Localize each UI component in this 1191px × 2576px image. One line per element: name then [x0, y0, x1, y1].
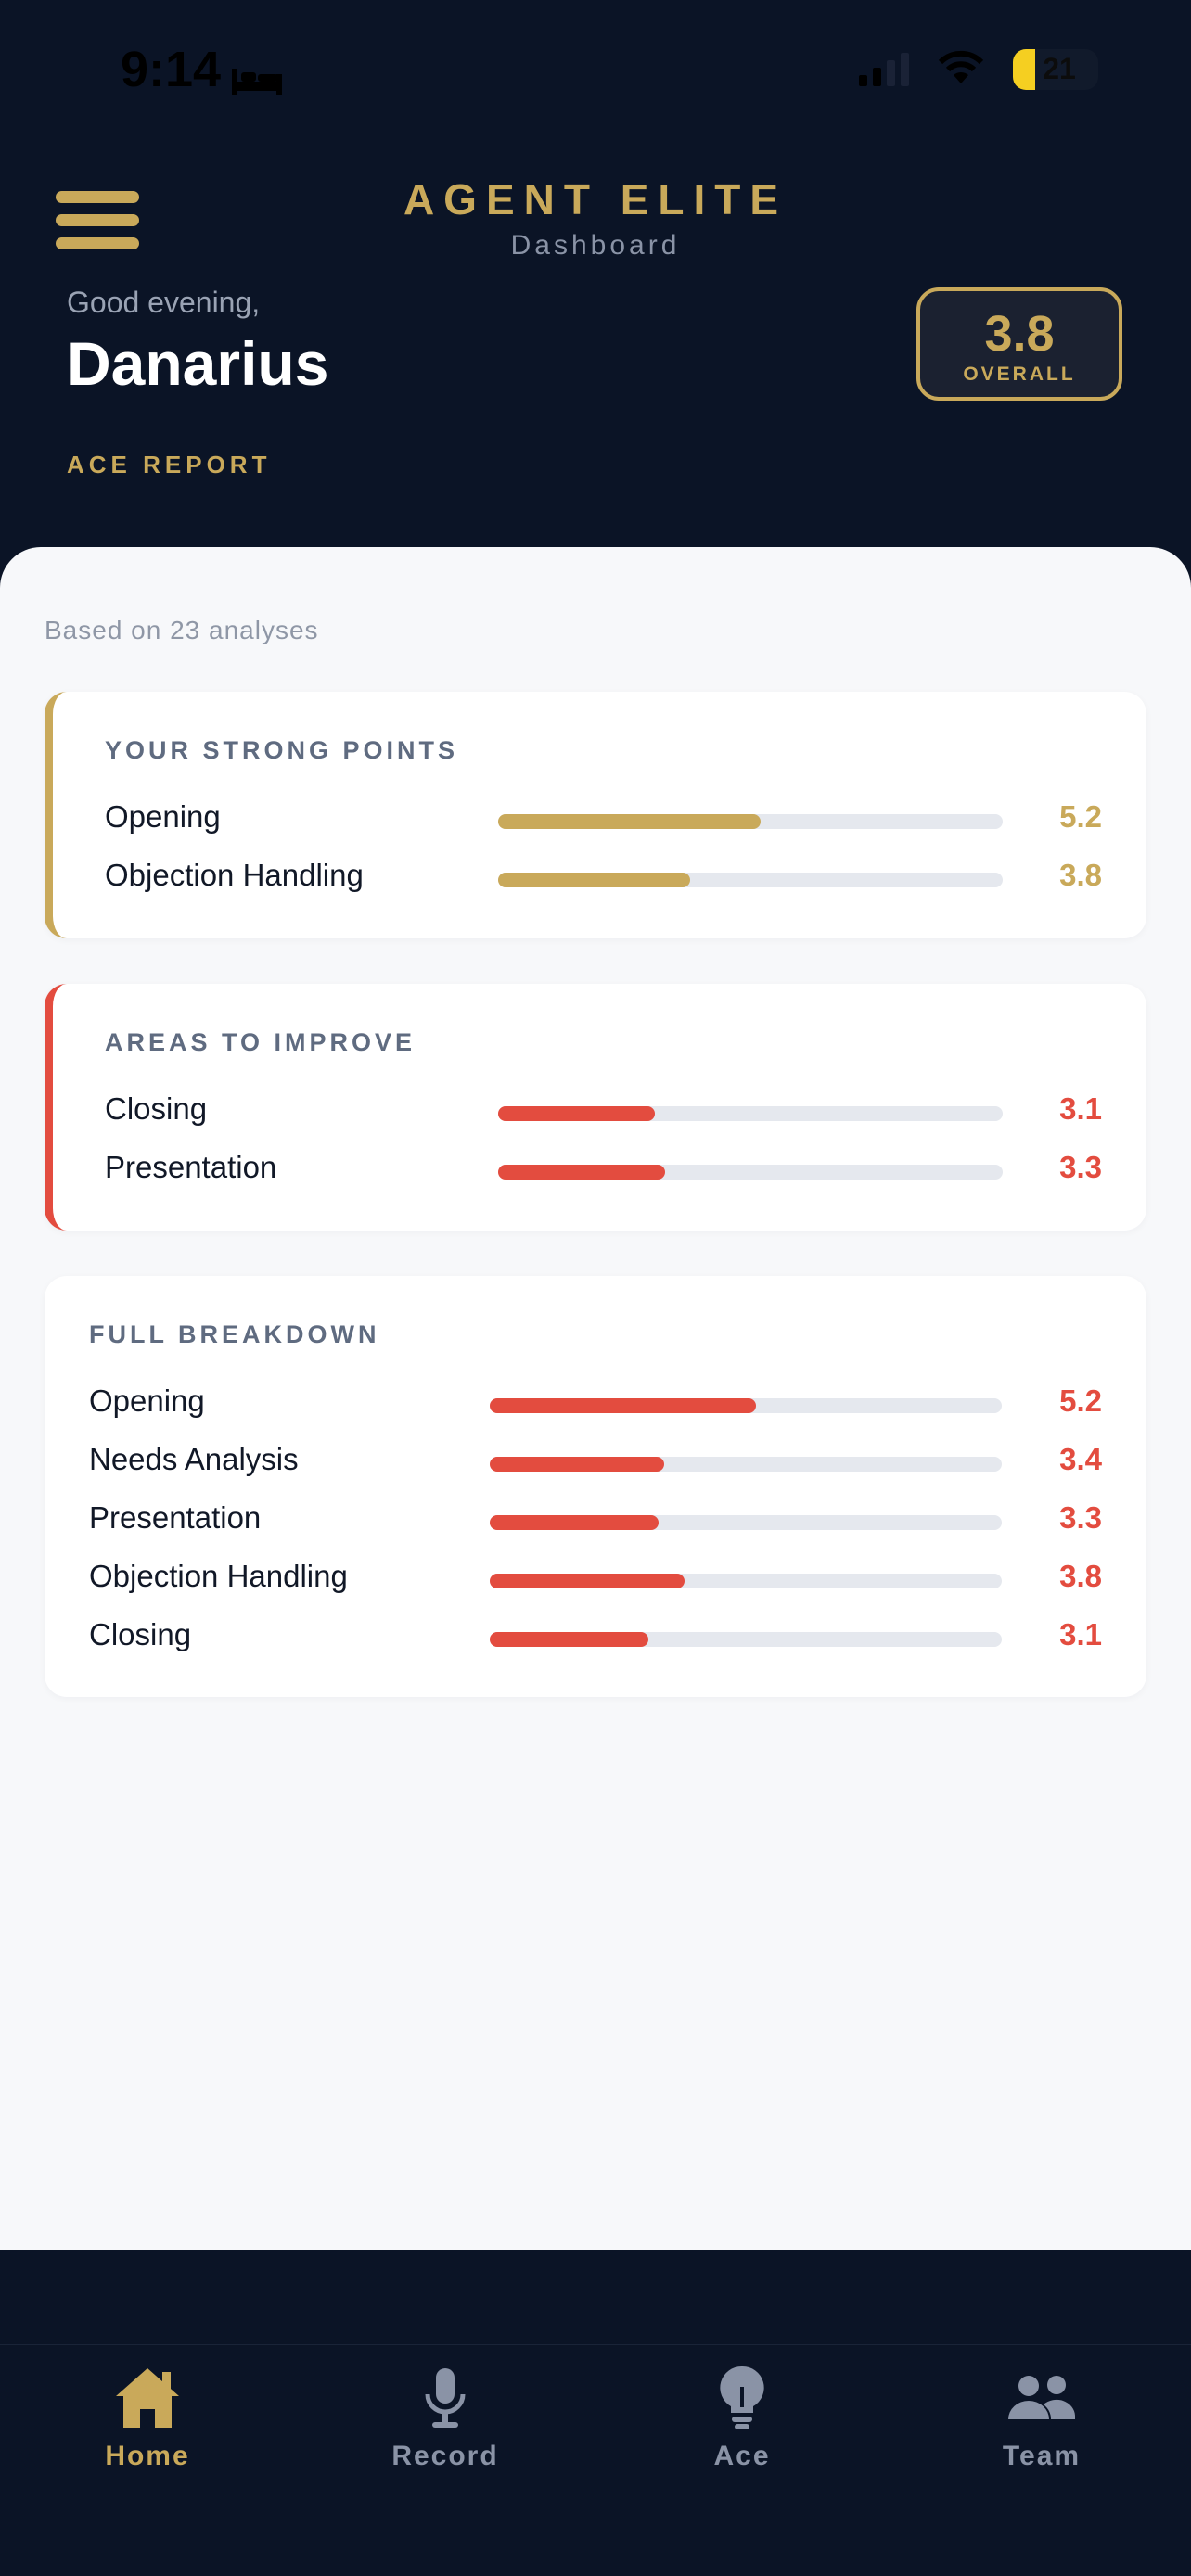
overall-score-label: OVERALL: [963, 363, 1076, 385]
header: 9:14 21 AGENT ELI: [0, 0, 1191, 593]
metric-bar-fill: [498, 1106, 655, 1121]
metric-row: Presentation 3.3: [53, 1146, 1146, 1192]
user-name: Danarius: [67, 329, 329, 398]
metric-bar-fill: [498, 1165, 665, 1180]
metric-row: Needs Analysis 3.4: [45, 1438, 1146, 1485]
areas-to-improve-card: AREAS TO IMPROVE Closing 3.1 Presentation 3…: [45, 984, 1146, 1231]
battery-indicator: 21: [1013, 48, 1098, 90]
metric-bar-track: [498, 873, 1003, 887]
overall-score-value: 3.8: [984, 306, 1055, 362]
nav-item-label: Record: [391, 2441, 499, 2471]
card-title: AREAS TO IMPROVE: [105, 1028, 416, 1056]
metric-row: Objection Handling 3.8: [45, 1555, 1146, 1601]
metric-value: 3.1: [1059, 1091, 1102, 1126]
metric-bar-track: [498, 1106, 1003, 1121]
metric-bar-track: [490, 1398, 1002, 1413]
metric-row: Presentation 3.3: [45, 1497, 1146, 1543]
metric-row: Closing 3.1: [45, 1613, 1146, 1660]
metric-bar-track: [490, 1515, 1002, 1530]
metric-bar-fill: [498, 814, 761, 829]
app-brand: AGENT ELITE: [403, 175, 788, 223]
section-label: ACE REPORT: [67, 451, 272, 478]
wifi-icon: [935, 48, 987, 90]
nav-item-record[interactable]: Record: [352, 2365, 538, 2472]
metric-value: 5.2: [1059, 799, 1102, 834]
metric-bar-fill: [490, 1632, 649, 1647]
metric-bar-track: [490, 1457, 1002, 1472]
metric-bar-fill: [490, 1457, 664, 1472]
nav-item-label: Team: [1002, 2441, 1082, 2471]
nav-item-ace[interactable]: Ace: [649, 2365, 835, 2472]
page-subtitle: Dashboard: [510, 230, 681, 261]
metric-bar-track: [498, 1165, 1003, 1180]
nav-item-team[interactable]: Team: [949, 2365, 1134, 2472]
metric-bar-track: [490, 1574, 1002, 1588]
metric-bar-fill: [490, 1515, 660, 1530]
metric-row: Opening 5.2: [53, 796, 1146, 842]
metric-label: Closing: [105, 1091, 208, 1126]
nav-item-label: Home: [105, 2441, 190, 2471]
analyses-count: Based on 23 analyses: [45, 616, 319, 644]
metric-label: Opening: [105, 799, 221, 834]
metric-value: 3.3: [1059, 1150, 1102, 1184]
metric-label: Objection Handling: [89, 1559, 348, 1593]
metric-row: Closing 3.1: [53, 1088, 1146, 1134]
overall-score-badge: 3.8 OVERALL: [916, 287, 1122, 401]
team-icon: [949, 2365, 1134, 2431]
metric-row: Objection Handling 3.8: [53, 854, 1146, 900]
cellular-signal-icon: [859, 52, 909, 86]
time-text: 9:14: [121, 42, 222, 97]
lightbulb-icon: [649, 2365, 835, 2431]
metric-label: Needs Analysis: [89, 1442, 299, 1476]
metric-label: Presentation: [89, 1500, 262, 1535]
metric-bar-track: [490, 1632, 1002, 1647]
greeting-text: Good evening,: [67, 286, 261, 319]
menu-icon[interactable]: [56, 191, 141, 250]
strong-points-card: YOUR STRONG POINTS Opening 5.2 Objection H…: [45, 692, 1146, 938]
nav-item-home[interactable]: Home: [55, 2365, 240, 2472]
bed-icon: [230, 51, 284, 95]
metric-value: 3.4: [1059, 1442, 1102, 1476]
metric-value: 3.1: [1059, 1617, 1102, 1651]
metric-value: 3.3: [1059, 1500, 1102, 1535]
card-title: YOUR STRONG POINTS: [105, 736, 459, 764]
home-icon: [55, 2365, 240, 2431]
metric-label: Objection Handling: [105, 858, 364, 892]
metric-bar-fill: [490, 1574, 685, 1588]
metric-value: 3.8: [1059, 858, 1102, 892]
metric-label: Closing: [89, 1617, 192, 1651]
microphone-icon: [352, 2365, 538, 2431]
nav-item-label: Ace: [713, 2441, 771, 2471]
metric-bar-fill: [498, 873, 690, 887]
metric-row: Opening 5.2: [45, 1380, 1146, 1426]
metric-value: 5.2: [1059, 1384, 1102, 1418]
metric-label: Presentation: [105, 1150, 277, 1184]
status-bar-time: 9:14: [121, 41, 284, 98]
metric-bar-track: [498, 814, 1003, 829]
metric-value: 3.8: [1059, 1559, 1102, 1593]
battery-level: 21: [1043, 52, 1076, 85]
bottom-nav: [0, 2344, 1191, 2576]
card-title: FULL BREAKDOWN: [89, 1320, 380, 1348]
full-breakdown-card: FULL BREAKDOWN Opening 5.2 Needs Analysis 3…: [45, 1276, 1146, 1697]
status-bar-right: 21: [859, 48, 1098, 90]
metric-bar-fill: [490, 1398, 757, 1413]
metric-label: Opening: [89, 1384, 205, 1418]
